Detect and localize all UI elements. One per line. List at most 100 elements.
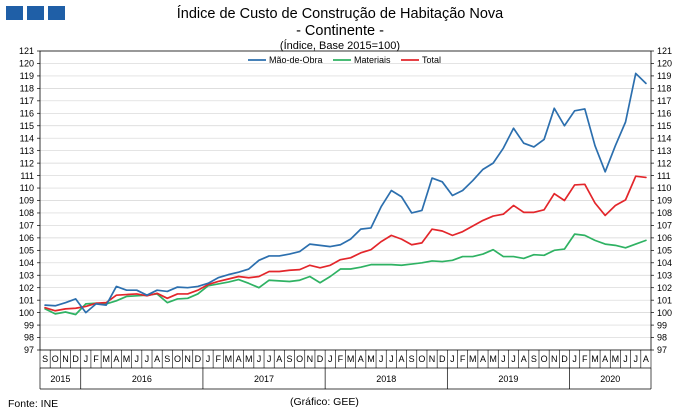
y-tick-label: 111 bbox=[657, 171, 671, 181]
month-label: J bbox=[145, 354, 150, 364]
month-label: A bbox=[399, 354, 405, 364]
y-tick-label: 106 bbox=[19, 233, 34, 243]
y-tick-label: 104 bbox=[657, 258, 672, 268]
month-label: J bbox=[511, 354, 516, 364]
year-label: 2020 bbox=[600, 374, 620, 384]
source-note: Fonte: INE bbox=[8, 398, 59, 410]
month-label: J bbox=[379, 354, 384, 364]
year-label: 2016 bbox=[132, 374, 152, 384]
y-tick-label: 99 bbox=[657, 320, 667, 330]
y-tick-label: 119 bbox=[657, 71, 671, 81]
month-label: J bbox=[206, 354, 211, 364]
year-label: 2018 bbox=[376, 374, 396, 384]
y-axis-left: 97 98 99 100 101 102 103 104 105 106 107 108 109 110 1… bbox=[19, 46, 40, 355]
month-label: M bbox=[367, 354, 375, 364]
chart-title-region: - Continente - bbox=[296, 23, 384, 39]
month-label: M bbox=[245, 354, 253, 364]
month-label: O bbox=[52, 354, 59, 364]
y-tick-label: 115 bbox=[20, 121, 34, 131]
month-label: J bbox=[328, 354, 333, 364]
y-tick-label: 116 bbox=[657, 108, 671, 118]
y-tick-label: 97 bbox=[657, 345, 667, 355]
y-tick-label: 99 bbox=[24, 320, 34, 330]
month-label: N bbox=[551, 354, 558, 364]
month-label: D bbox=[561, 354, 568, 364]
month-label: D bbox=[317, 354, 324, 364]
month-label: J bbox=[267, 354, 272, 364]
y-tick-label: 108 bbox=[657, 208, 672, 218]
month-label: J bbox=[389, 354, 394, 364]
series-line-mao-de-obra bbox=[44, 72, 647, 314]
month-label: M bbox=[225, 354, 233, 364]
month-label: O bbox=[296, 354, 303, 364]
y-tick-label: 104 bbox=[19, 258, 34, 268]
month-label: M bbox=[102, 354, 110, 364]
month-label: D bbox=[195, 354, 202, 364]
logo-block bbox=[48, 6, 65, 20]
y-tick-label: 112 bbox=[20, 158, 34, 168]
y-tick-label: 101 bbox=[19, 295, 34, 305]
y-tick-label: 116 bbox=[20, 108, 34, 118]
month-label: M bbox=[469, 354, 477, 364]
y-tick-label: 115 bbox=[657, 121, 671, 131]
y-tick-label: 118 bbox=[657, 84, 671, 94]
y-tick-label: 113 bbox=[20, 146, 34, 156]
y-tick-label: 98 bbox=[657, 333, 667, 343]
month-label: J bbox=[572, 354, 577, 364]
month-label: A bbox=[480, 354, 486, 364]
month-label: A bbox=[521, 354, 527, 364]
grid-lines bbox=[40, 63, 651, 338]
chart-subtitle: (Índice, Base 2015=100) bbox=[279, 40, 401, 52]
series-line-total bbox=[44, 175, 647, 312]
series-lines bbox=[44, 72, 647, 316]
brand-logo bbox=[6, 6, 65, 20]
month-label: F bbox=[460, 354, 466, 364]
y-tick-label: 102 bbox=[657, 283, 672, 293]
month-label: S bbox=[42, 354, 48, 364]
month-label: D bbox=[439, 354, 446, 364]
month-label: S bbox=[164, 354, 170, 364]
month-label: M bbox=[489, 354, 497, 364]
month-label: J bbox=[450, 354, 455, 364]
month-label: F bbox=[215, 354, 221, 364]
month-label: S bbox=[286, 354, 292, 364]
month-label: N bbox=[62, 354, 69, 364]
credit-note: (Gráfico: GEE) bbox=[290, 396, 359, 408]
month-label: J bbox=[633, 354, 638, 364]
month-label: A bbox=[643, 354, 649, 364]
month-label: A bbox=[113, 354, 119, 364]
legend-label: Total bbox=[422, 55, 441, 65]
y-tick-label: 103 bbox=[19, 270, 34, 280]
month-label: J bbox=[623, 354, 628, 364]
month-label: A bbox=[154, 354, 160, 364]
month-label: N bbox=[184, 354, 191, 364]
legend-label: Materiais bbox=[354, 55, 391, 65]
y-tick-label: 119 bbox=[20, 71, 34, 81]
legend: Mão-de-Obra Materiais Total bbox=[248, 55, 441, 65]
year-label: 2015 bbox=[50, 374, 70, 384]
logo-block bbox=[6, 6, 23, 20]
month-label: N bbox=[429, 354, 436, 364]
chart-title: Índice de Custo de Construção de Habitaç… bbox=[176, 6, 504, 22]
month-label: S bbox=[531, 354, 537, 364]
month-label: O bbox=[418, 354, 425, 364]
y-tick-label: 118 bbox=[20, 84, 34, 94]
y-tick-label: 112 bbox=[657, 158, 671, 168]
year-label: 2017 bbox=[254, 374, 274, 384]
month-label: A bbox=[358, 354, 364, 364]
month-label: F bbox=[338, 354, 344, 364]
logo-block bbox=[27, 6, 44, 20]
month-label: M bbox=[347, 354, 355, 364]
month-label: J bbox=[84, 354, 89, 364]
month-label: N bbox=[307, 354, 314, 364]
y-tick-label: 107 bbox=[657, 221, 672, 231]
y-tick-label: 107 bbox=[19, 221, 34, 231]
y-tick-label: 103 bbox=[657, 270, 672, 280]
y-tick-label: 114 bbox=[657, 133, 671, 143]
y-tick-label: 121 bbox=[657, 46, 672, 56]
month-label: M bbox=[591, 354, 599, 364]
y-tick-label: 108 bbox=[19, 208, 34, 218]
y-tick-label: 121 bbox=[19, 46, 34, 56]
y-tick-label: 109 bbox=[19, 196, 34, 206]
